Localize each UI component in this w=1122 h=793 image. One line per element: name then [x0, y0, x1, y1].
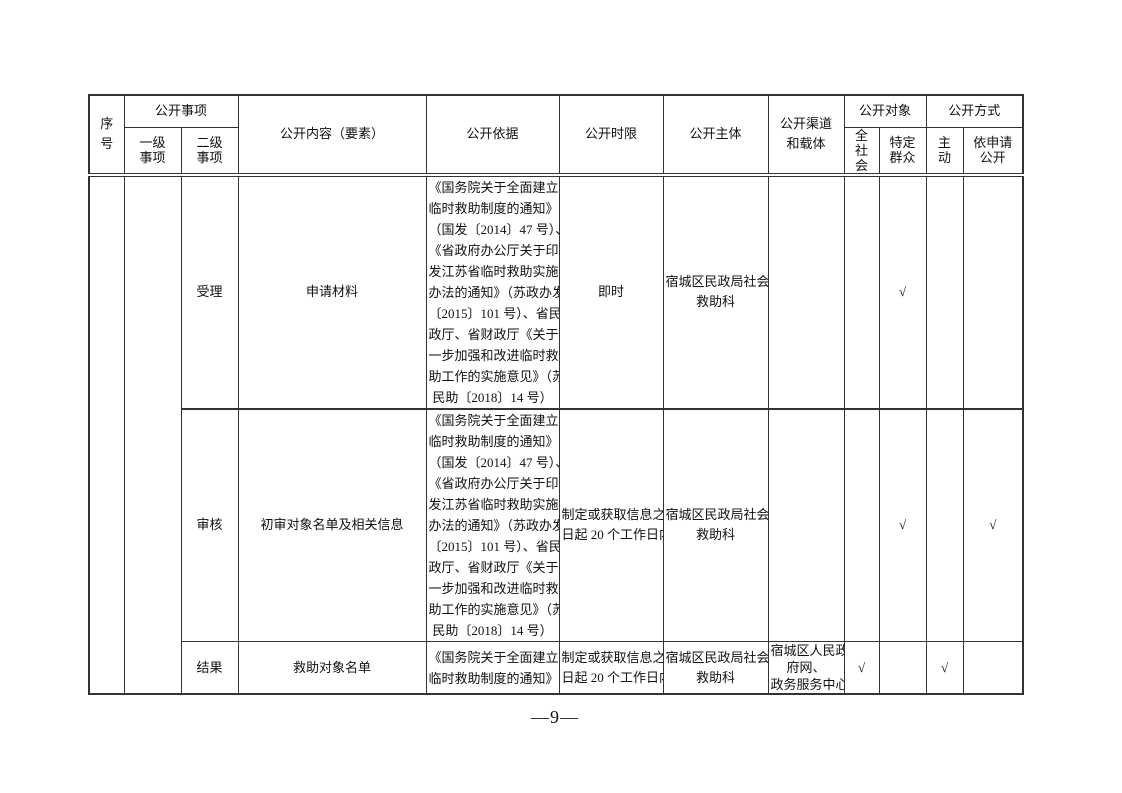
- col-header-method: 公开方式: [925, 94, 1024, 128]
- level2-item-cell: 受理: [180, 172, 239, 409]
- on-request-checkmark-cell: √: [962, 407, 1024, 642]
- on-request-checkmark-cell: [962, 641, 1024, 695]
- proactive-checkmark-cell: [925, 172, 964, 409]
- all-society-checkmark-cell: [843, 172, 880, 409]
- specific-groups-checkmark-cell: √: [878, 407, 927, 642]
- basis-cell: 《国务院关于全面建立 临时救助制度的通知》 （国发〔2014〕47 号）、 《省…: [425, 407, 560, 642]
- disclosure-table: 序 号 公开事项 公开内容（要素） 公开依据 公开时限 公开主体 公开渠道 和载…: [88, 94, 1025, 695]
- on-request-checkmark-cell: [962, 172, 1024, 409]
- header-row-top: 序 号 公开事项 公开内容（要素） 公开依据 公开时限 公开主体 公开渠道 和载…: [88, 94, 1024, 175]
- col-header-disclosure-items: 公开事项: [123, 94, 239, 128]
- table-row: 结果 救助对象名单 《国务院关于全面建立 临时救助制度的通知》 制定或获取信息之…: [89, 641, 1024, 695]
- col-header-level2-item: 二级 事项: [180, 126, 239, 175]
- channel-cell: 宿城区人民政 府网、 政务服务中心: [767, 641, 845, 695]
- subject-cell: 宿城区民政局社会 救助科: [662, 172, 769, 409]
- col-header-proactive: 主 动: [925, 126, 964, 175]
- channel-cell: [767, 172, 845, 409]
- content-cell: 救助对象名单: [237, 641, 427, 695]
- col-header-time-limit: 公开时限: [558, 94, 664, 175]
- level2-item-cell: 结果: [180, 641, 239, 695]
- specific-groups-checkmark-cell: [878, 641, 927, 695]
- proactive-checkmark-cell: √: [925, 641, 964, 695]
- col-header-serial: 序 号: [88, 94, 125, 175]
- proactive-checkmark-cell: [925, 407, 964, 642]
- table-row: 审核 初审对象名单及相关信息 《国务院关于全面建立 临时救助制度的通知》 （国发…: [89, 407, 1024, 642]
- table-row: 受理 申请材料 《国务院关于全面建立 临时救助制度的通知》 （国发〔2014〕4…: [88, 172, 1024, 695]
- channel-cell: [767, 407, 845, 642]
- subject-cell: 宿城区民政局社会 救助科: [662, 407, 769, 642]
- col-header-channel: 公开渠道 和载体: [767, 94, 845, 175]
- col-header-all-society: 全 社 会: [843, 126, 880, 175]
- basis-cell: 《国务院关于全面建立 临时救助制度的通知》: [425, 641, 560, 695]
- col-header-subject: 公开主体: [662, 94, 769, 175]
- col-header-level1-item: 一级 事项: [123, 126, 182, 175]
- col-header-basis: 公开依据: [425, 94, 560, 175]
- level1-item-cell: [123, 172, 182, 695]
- content-cell: 申请材料: [237, 172, 427, 409]
- content-cell: 初审对象名单及相关信息: [237, 407, 427, 642]
- basis-cell: 《国务院关于全面建立 临时救助制度的通知》 （国发〔2014〕47 号）、 《省…: [425, 172, 560, 409]
- serial-cell: [88, 172, 125, 695]
- subject-cell: 宿城区民政局社会 救助科: [662, 641, 769, 695]
- specific-groups-checkmark-cell: √: [878, 172, 927, 409]
- level2-item-cell: 审核: [180, 407, 239, 642]
- col-header-specific-groups: 特定 群众: [878, 126, 927, 175]
- col-header-on-request: 依申请 公开: [962, 126, 1024, 175]
- col-header-content: 公开内容（要素）: [237, 94, 427, 175]
- page-number: —9—: [531, 707, 579, 727]
- time-limit-cell: 制定或获取信息之 日起 20 个工作日内: [558, 641, 664, 695]
- col-header-audience: 公开对象: [843, 94, 927, 128]
- time-limit-cell: 即时: [558, 172, 664, 409]
- all-society-checkmark-cell: √: [843, 641, 880, 695]
- all-society-checkmark-cell: [843, 407, 880, 642]
- header-row-sub: 一级 事项 二级 事项 全 社 会 特定 群众 主 动 依申请 公开: [89, 126, 1024, 175]
- time-limit-cell: 制定或获取信息之 日起 20 个工作日内: [558, 407, 664, 642]
